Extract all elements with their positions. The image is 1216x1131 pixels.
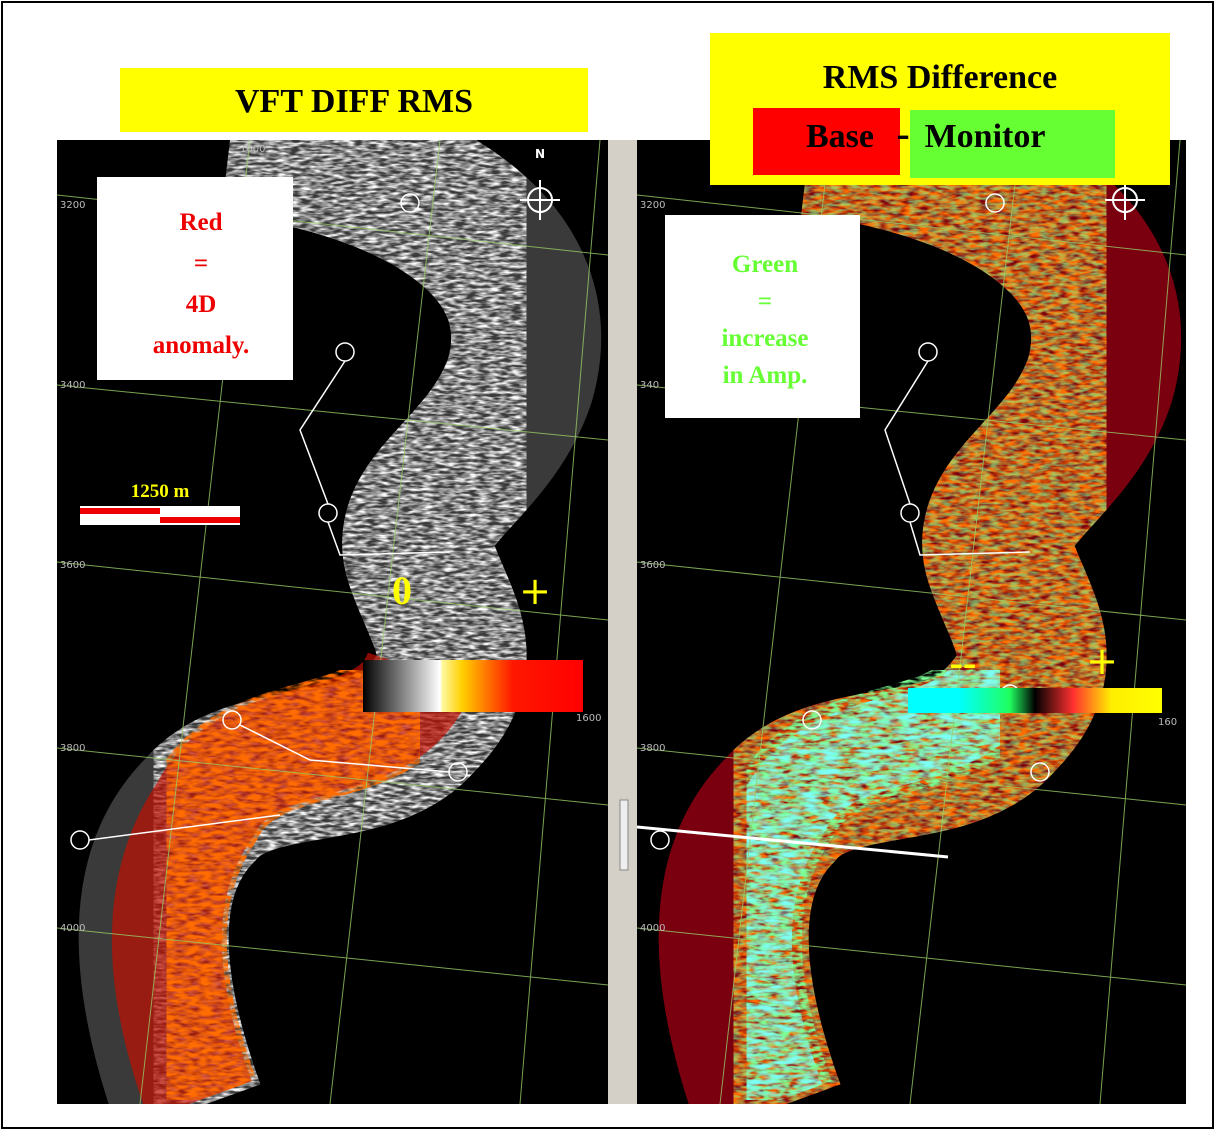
note-line: 4D: [186, 291, 217, 318]
grid-label: 160: [1158, 717, 1177, 728]
note-line: =: [758, 288, 772, 315]
note-line: Green: [732, 251, 798, 278]
monitor-label: Monitor: [925, 118, 1046, 155]
left-colorbar: [363, 660, 583, 712]
separator: -: [896, 111, 909, 156]
note-line: in Amp.: [723, 362, 808, 389]
base-label: Base: [806, 118, 874, 155]
grid-label: 1600: [240, 144, 265, 155]
scale-label: 1250 m: [131, 481, 190, 502]
legend-high: +: [1086, 639, 1118, 683]
grid-label: 3600: [60, 560, 85, 571]
grid-label: 3200: [640, 200, 665, 211]
legend-low: --: [950, 640, 977, 685]
legend-high: +: [519, 569, 551, 613]
north-label: N: [535, 147, 545, 161]
grid-label: 4000: [60, 923, 85, 934]
note-line: anomaly.: [153, 332, 250, 359]
grid-label: 3600: [640, 560, 665, 571]
grid-label: 3800: [60, 743, 85, 754]
legend-low: 0: [392, 568, 412, 613]
grid-label: 4000: [640, 923, 665, 934]
grid-label: 340: [640, 380, 659, 391]
note-line: increase: [721, 325, 808, 352]
grid-label: 3200: [60, 200, 85, 211]
scrollbar: [608, 140, 637, 1104]
right-title: RMS Difference: [823, 59, 1057, 96]
scroll-thumb: [620, 800, 628, 870]
left-title: VFT DIFF RMS: [235, 83, 473, 120]
note-line: =: [194, 250, 208, 277]
note-line: Red: [179, 209, 222, 236]
grid-label: 3400: [60, 380, 85, 391]
grid-label: 1600: [576, 713, 601, 724]
right-colorbar: [908, 688, 1162, 713]
slide: 1600320034003600380040001600 32003403600…: [0, 0, 1216, 1131]
scale-bar: [80, 506, 240, 525]
grid-label: 3800: [640, 743, 665, 754]
